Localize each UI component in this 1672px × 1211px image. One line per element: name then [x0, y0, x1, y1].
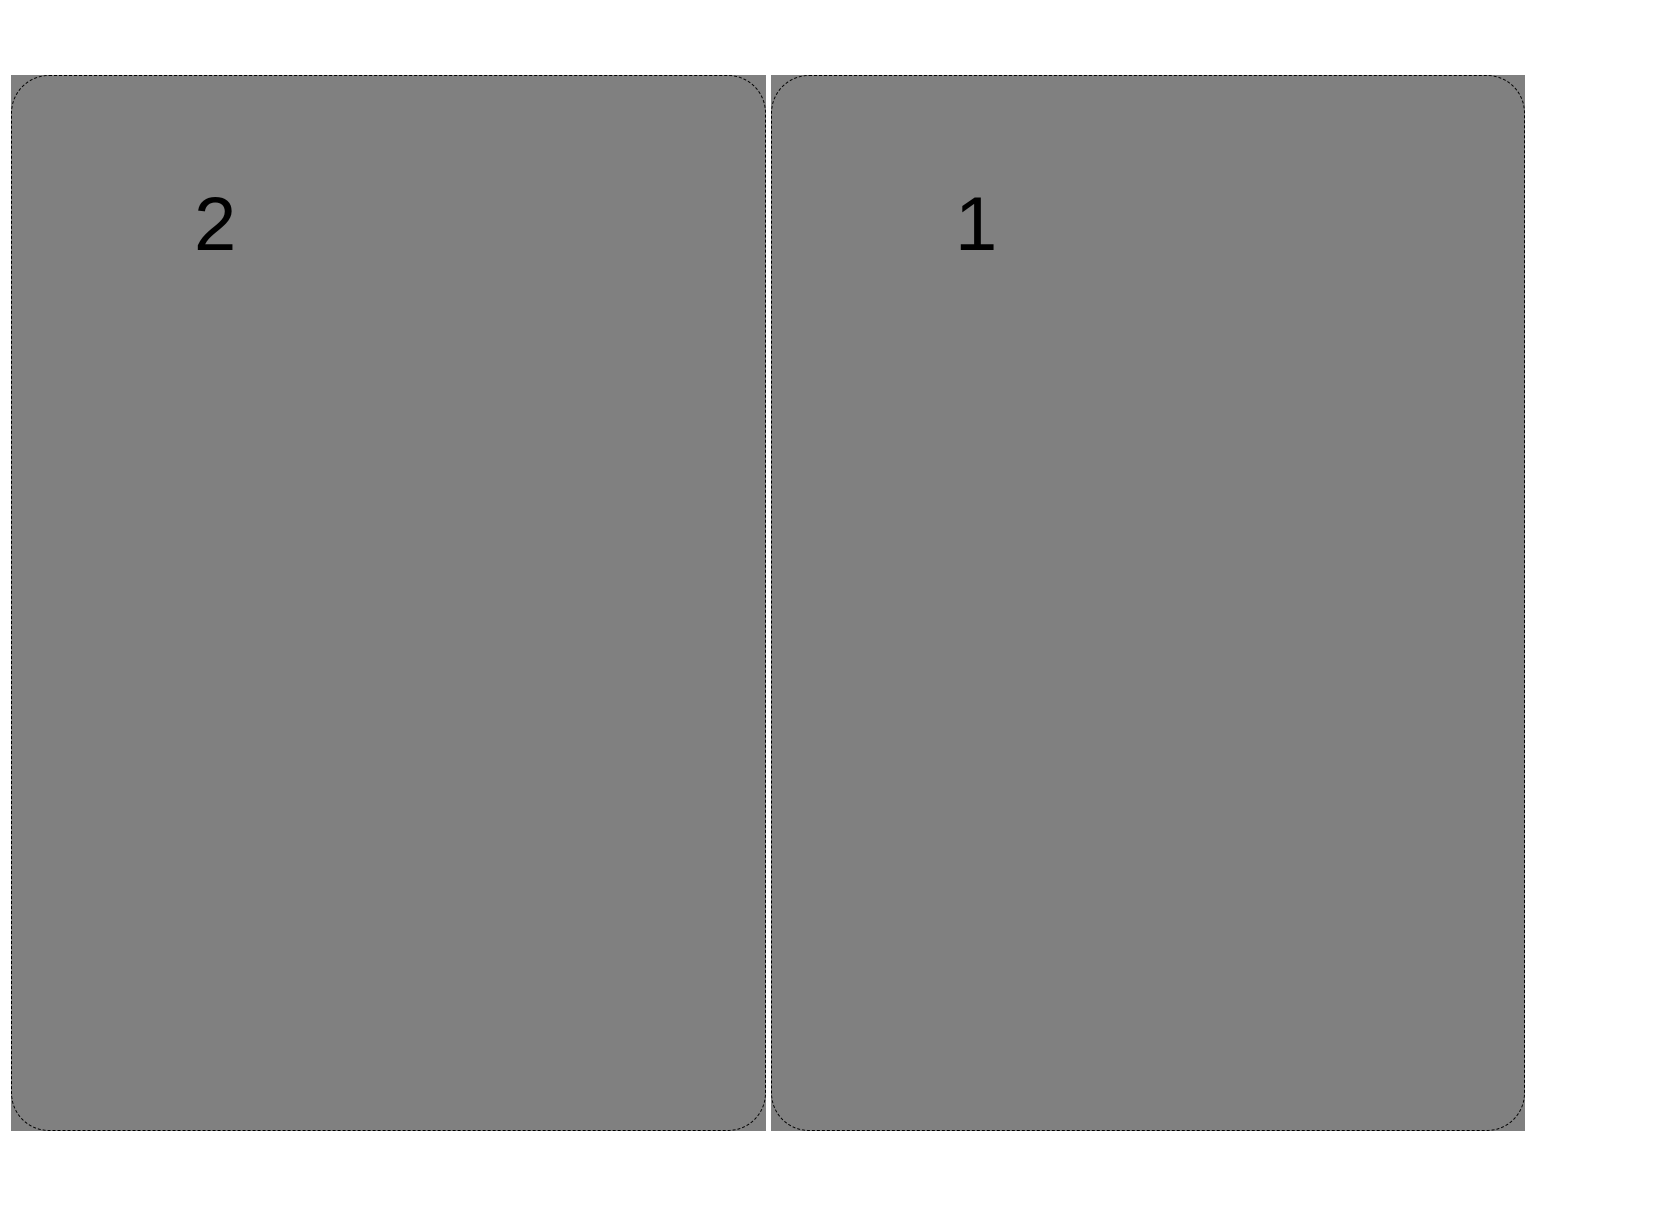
- panel-2[interactable]: 2: [11, 75, 766, 1131]
- panel-card-border: [11, 75, 766, 1131]
- panel-number: 2: [194, 182, 237, 267]
- panel-number: 1: [955, 182, 998, 267]
- panel-card-border: [771, 75, 1525, 1131]
- panel-1[interactable]: 1: [771, 75, 1525, 1131]
